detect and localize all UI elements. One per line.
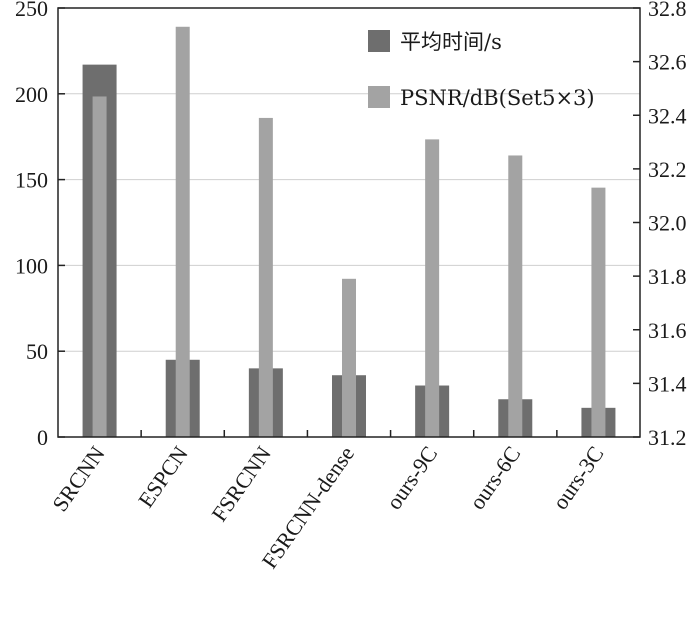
left-tick-label: 200	[15, 82, 48, 107]
category-label: ours-6C	[464, 442, 525, 514]
legend-label-psnr: PSNR/dB(Set5×3)	[400, 86, 595, 110]
legend-swatch-psnr	[368, 86, 390, 108]
right-axis: 31.2 31.4 31.6 31.8 32.0 32.2 32.4 32.6 32.8	[633, 0, 687, 450]
left-tick-label: 0	[37, 425, 48, 450]
left-tick-label: 150	[15, 168, 48, 193]
left-tick-label: 100	[15, 253, 48, 278]
right-tick-label: 32.4	[648, 103, 687, 128]
left-tick-label: 50	[26, 339, 48, 364]
bar-psnr-ours-3C	[591, 187, 606, 437]
bar-psnr-ours-9C	[425, 139, 440, 437]
right-tick-label: 32.8	[648, 0, 687, 21]
category-label: ours-9C	[381, 442, 442, 514]
right-tick-label: 31.4	[648, 371, 687, 396]
category-label: ESPCN	[133, 441, 193, 512]
right-tick-label: 31.8	[648, 264, 687, 289]
bar-psnr-ESPCN	[175, 26, 190, 438]
category-label: SRCNN	[47, 441, 110, 516]
legend-label-time: 平均时间/s	[400, 30, 502, 54]
bar-psnr-FSRCNN	[258, 117, 273, 438]
bar-psnr-SRCNN	[92, 96, 107, 437]
right-tick-label: 31.2	[648, 425, 687, 450]
right-tick-label: 31.6	[648, 318, 687, 343]
bar-psnr-FSRCNN-dense	[342, 278, 356, 437]
left-tick-label: 250	[15, 0, 48, 21]
right-tick-label: 32.0	[648, 211, 687, 236]
legend-swatch-time	[368, 30, 390, 52]
category-label: ours-3C	[547, 442, 608, 514]
left-axis: 0 50 100 150 200 250	[15, 0, 65, 450]
right-tick-label: 32.2	[648, 157, 687, 182]
category-label: FSRCNN	[206, 441, 276, 526]
right-tick-label: 32.6	[648, 50, 687, 75]
legend: 平均时间/s PSNR/dB(Set5×3)	[368, 30, 595, 110]
bar-psnr-ours-6C	[508, 155, 523, 437]
bars	[82, 26, 616, 438]
